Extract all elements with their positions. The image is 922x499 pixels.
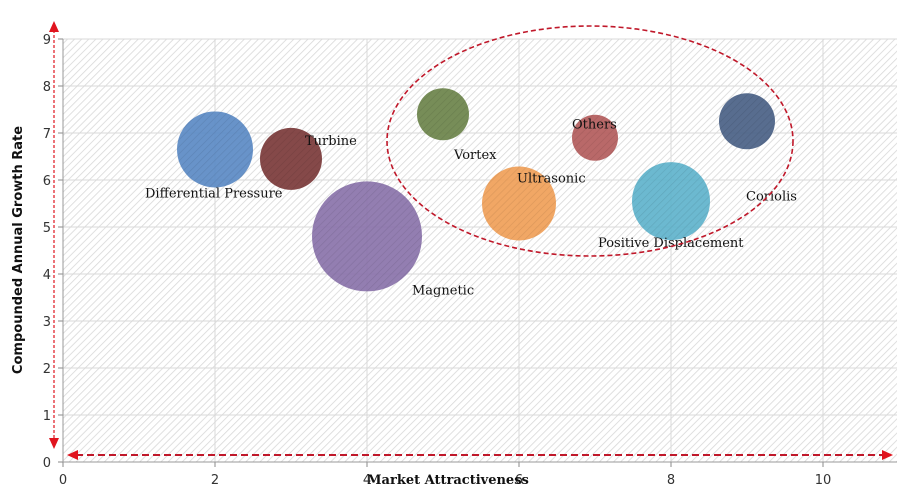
- x-axis-title: Market Attractiveness: [367, 473, 529, 488]
- bubble-turbine: Turbine: [260, 127, 357, 190]
- bubble-label: Turbine: [305, 134, 357, 149]
- x-tick-label: 6: [515, 473, 523, 488]
- arrow-up-icon: [49, 21, 59, 32]
- x-arrow: [67, 450, 893, 460]
- y-tick-label: 3: [43, 315, 51, 330]
- y-tick-label: 2: [43, 362, 51, 377]
- bubble-label: Vortex: [453, 148, 497, 163]
- y-tick-label: 7: [43, 127, 51, 142]
- y-tick-label: 0: [43, 456, 51, 471]
- arrow-right-icon: [882, 450, 893, 460]
- arrow-left-icon: [67, 450, 78, 460]
- x-tick-label: 0: [59, 473, 67, 488]
- x-tick-label: 4: [363, 473, 371, 488]
- y-tick-label: 1: [43, 409, 51, 424]
- bubble-label: Positive Displacement: [598, 236, 744, 251]
- bubble-label: Others: [572, 118, 617, 133]
- axes: 0 1 2 3 4 5 6 7 8 9 0 2 4 6 8 10: [43, 33, 897, 488]
- bubble-coriolis: Coriolis: [719, 93, 797, 204]
- highlight-ellipse: [386, 25, 794, 257]
- bubble-label: Coriolis: [746, 189, 797, 204]
- plot-area: [63, 39, 897, 462]
- bubble-vortex: Vortex: [417, 88, 497, 163]
- x-tick-label: 10: [815, 473, 832, 488]
- arrow-down-icon: [49, 438, 59, 449]
- y-tick-label: 4: [43, 268, 51, 283]
- bubble-label: Magnetic: [412, 283, 474, 298]
- bubbles: Differential Pressure Turbine Magnetic Vort…: [145, 88, 797, 298]
- bubble-differential-pressure: Differential Pressure: [145, 111, 283, 201]
- y-axis-title: Compounded Annual Growth Rate: [11, 126, 26, 374]
- bubble-positive-displacement: Positive Displacement: [598, 162, 744, 251]
- y-tick-label: 9: [43, 33, 51, 48]
- y-tick-label: 6: [43, 174, 51, 189]
- bubble-others: Others: [572, 114, 618, 161]
- bubble-label: Differential Pressure: [145, 186, 283, 201]
- y-tick-label: 5: [43, 221, 51, 236]
- x-tick-label: 2: [211, 473, 219, 488]
- bubble-label: Ultrasonic: [517, 172, 586, 187]
- y-arrow: [49, 21, 59, 449]
- bubble-ultrasonic: Ultrasonic: [482, 166, 586, 241]
- y-tick-label: 8: [43, 80, 51, 95]
- bubble-magnetic: Magnetic: [312, 181, 474, 298]
- x-tick-label: 8: [667, 473, 675, 488]
